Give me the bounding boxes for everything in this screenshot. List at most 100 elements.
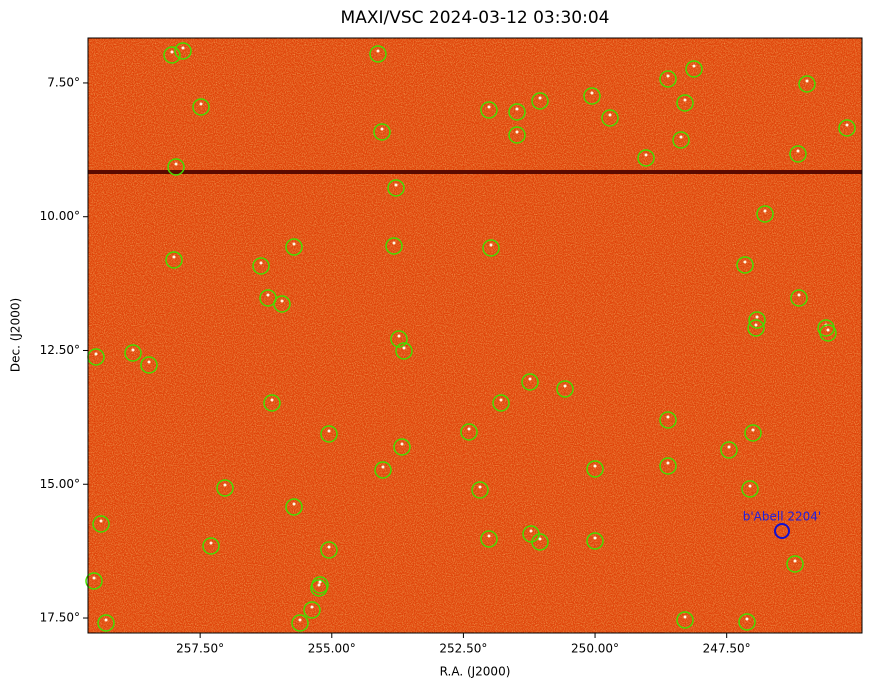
source-circle bbox=[508, 103, 526, 121]
source-dot bbox=[181, 46, 185, 50]
plot-frame bbox=[87, 37, 863, 634]
source-circle bbox=[756, 205, 774, 223]
source-dot bbox=[644, 153, 648, 157]
source-dot bbox=[751, 428, 755, 432]
source-dot bbox=[266, 293, 270, 297]
source-circle bbox=[385, 237, 403, 255]
source-circle bbox=[738, 613, 756, 631]
source-circle bbox=[163, 46, 181, 64]
source-dot bbox=[666, 461, 670, 465]
source-circle bbox=[676, 94, 694, 112]
source-circle bbox=[736, 256, 754, 274]
x-tick-label: 255.00° bbox=[308, 642, 356, 656]
source-dot bbox=[467, 427, 471, 431]
source-dot bbox=[763, 209, 767, 213]
source-circle bbox=[556, 380, 574, 398]
source-circle bbox=[216, 479, 234, 497]
source-dot bbox=[745, 617, 749, 621]
source-dot bbox=[755, 315, 759, 319]
source-dot bbox=[593, 536, 597, 540]
source-circle bbox=[395, 342, 413, 360]
source-circle bbox=[303, 601, 321, 619]
source-circle bbox=[586, 460, 604, 478]
y-tick-label: 12.50° bbox=[40, 343, 80, 357]
source-circle bbox=[285, 498, 303, 516]
source-dot bbox=[376, 49, 380, 53]
source-circle bbox=[789, 145, 807, 163]
source-dot bbox=[298, 618, 302, 622]
source-circle bbox=[369, 45, 387, 63]
source-dot bbox=[402, 346, 406, 350]
source-circle bbox=[637, 149, 655, 167]
source-dot bbox=[748, 484, 752, 488]
source-circle bbox=[291, 614, 309, 632]
source-circle bbox=[140, 356, 158, 374]
source-circle bbox=[471, 481, 489, 499]
source-circle bbox=[480, 530, 498, 548]
source-dot bbox=[131, 348, 135, 352]
source-dot bbox=[280, 299, 284, 303]
source-circle bbox=[320, 541, 338, 559]
source-dot bbox=[381, 465, 385, 469]
source-dot bbox=[593, 464, 597, 468]
source-dot bbox=[99, 519, 103, 523]
source-circle bbox=[165, 251, 183, 269]
source-circle bbox=[374, 461, 392, 479]
source-dot bbox=[292, 242, 296, 246]
source-dot bbox=[679, 135, 683, 139]
source-circle bbox=[741, 480, 759, 498]
source-dot bbox=[692, 64, 696, 68]
y-axis-label: Dec. (J2000) bbox=[9, 298, 23, 372]
source-circle bbox=[174, 42, 192, 60]
source-circle bbox=[311, 576, 329, 594]
source-circle bbox=[531, 92, 549, 110]
x-tick-label: 257.50° bbox=[176, 642, 224, 656]
source-dot bbox=[805, 79, 809, 83]
source-circle bbox=[285, 238, 303, 256]
source-dot bbox=[489, 243, 493, 247]
x-tick-label: 250.00° bbox=[571, 642, 619, 656]
target-marker bbox=[774, 523, 790, 539]
source-circle bbox=[202, 537, 220, 555]
source-dot bbox=[310, 605, 314, 609]
source-dot bbox=[270, 398, 274, 402]
source-circle bbox=[744, 424, 762, 442]
source-dot bbox=[394, 183, 398, 187]
source-dot bbox=[209, 541, 213, 545]
source-dot bbox=[174, 162, 178, 166]
source-dot bbox=[608, 113, 612, 117]
source-circle bbox=[192, 98, 210, 116]
source-dot bbox=[223, 483, 227, 487]
source-dot bbox=[666, 74, 670, 78]
source-dot bbox=[104, 618, 108, 622]
source-dot bbox=[94, 352, 98, 356]
source-dot bbox=[397, 334, 401, 338]
source-dot bbox=[528, 377, 532, 381]
source-dot bbox=[487, 534, 491, 538]
source-circle bbox=[819, 324, 837, 342]
source-dot bbox=[478, 485, 482, 489]
annotation: b'Abell 2204' bbox=[743, 510, 821, 524]
source-circle bbox=[601, 109, 619, 127]
source-circle bbox=[273, 295, 291, 313]
source-circle bbox=[373, 123, 391, 141]
source-dot bbox=[529, 529, 533, 533]
x-tick-label: 252.50° bbox=[439, 642, 487, 656]
source-dot bbox=[259, 261, 263, 265]
source-dot bbox=[147, 360, 151, 364]
source-dot bbox=[754, 323, 758, 327]
source-circle bbox=[521, 373, 539, 391]
y-tick-label: 10.00° bbox=[40, 209, 80, 223]
source-dot bbox=[797, 293, 801, 297]
source-circle bbox=[390, 330, 408, 348]
source-circle bbox=[393, 438, 411, 456]
source-dot bbox=[796, 149, 800, 153]
source-circle bbox=[167, 158, 185, 176]
y-tick-label: 7.50° bbox=[47, 75, 80, 89]
source-dot bbox=[590, 91, 594, 95]
source-dot bbox=[172, 255, 176, 259]
source-dot bbox=[327, 429, 331, 433]
source-circle bbox=[460, 423, 478, 441]
source-circle bbox=[508, 126, 526, 144]
